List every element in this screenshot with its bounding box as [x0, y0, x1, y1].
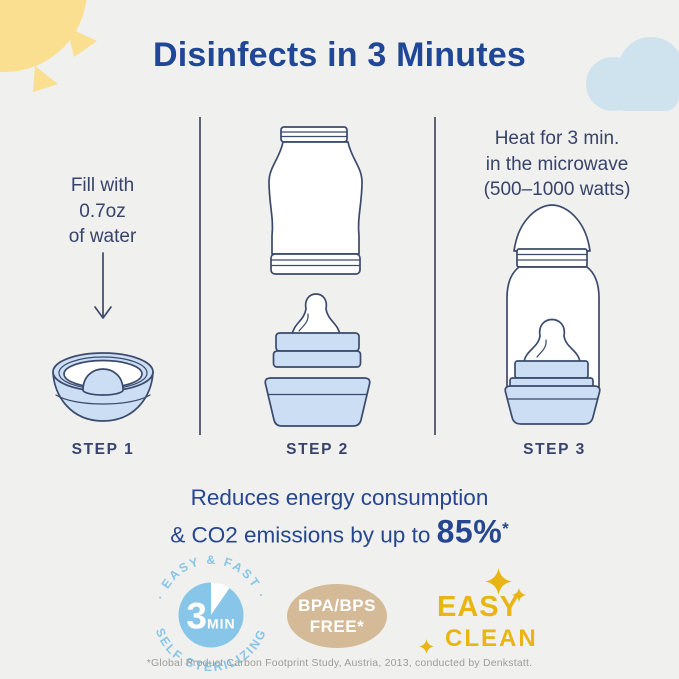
- bpa-free-badge: BPA/BPS FREE*: [287, 584, 387, 648]
- instruction-line: in the microwave: [485, 153, 629, 175]
- easy-clean-badge: EASY CLEAN: [415, 565, 540, 663]
- nipple-illustration: [272, 293, 362, 368]
- base-illustration: [264, 377, 371, 427]
- column-divider: [434, 117, 436, 435]
- page-title: Disinfects in 3 Minutes: [152, 36, 526, 74]
- sparkle-icon: [485, 568, 512, 595]
- benefit-line1: Reduces energy consumption: [190, 485, 489, 510]
- step1-instruction: Fill with 0.7oz of water: [5, 173, 200, 250]
- step1-label: STEP 1: [71, 441, 135, 458]
- footnote: *Global Product Carbon Footprint Study, …: [146, 657, 533, 669]
- benefit-percentage: 85%: [436, 513, 503, 550]
- badge-clock-wedge: [211, 582, 230, 615]
- benefit-text: Reduces energy consumption & CO2 emissio…: [0, 483, 679, 553]
- sparkle-icon: [419, 639, 434, 654]
- sparkle-icon: [512, 588, 526, 602]
- easy-clean-line2: CLEAN: [445, 625, 538, 652]
- benefit-line2-prefix: & CO2 emissions by up to: [170, 522, 437, 548]
- instruction-line: Fill with: [70, 175, 135, 196]
- step3-instruction: Heat for 3 min. in the microwave (500–10…: [437, 126, 677, 203]
- benefit-line2: & CO2 emissions by up to 85%*: [0, 512, 679, 553]
- instruction-line: (500–1000 watts): [483, 179, 631, 200]
- step3-label: STEP 3: [523, 441, 586, 458]
- instruction-line: 0.7oz: [79, 200, 126, 222]
- instruction-line: of water: [68, 226, 137, 247]
- bottle-body-illustration: [268, 126, 363, 275]
- arrow-down-icon: [94, 252, 112, 319]
- instruction-line: Heat for 3 min.: [494, 128, 620, 149]
- badge-unit: MIN: [207, 616, 236, 632]
- column-divider: [199, 117, 201, 435]
- cloud-icon: [586, 37, 679, 111]
- badge-number: 3: [186, 596, 207, 637]
- step2-label: STEP 2: [286, 441, 349, 458]
- sun-icon: [0, 0, 97, 92]
- bpa-badge-line2: FREE*: [309, 617, 365, 636]
- assembled-bottle-illustration: [504, 204, 601, 425]
- self-sterilizing-badge: · EASY & FAST · SELF STERILIZING 3MIN: [153, 553, 268, 674]
- svg-text:3MIN: 3MIN: [186, 596, 235, 637]
- bowl-illustration: [52, 352, 154, 422]
- easy-clean-line1: EASY: [437, 591, 520, 623]
- bpa-badge-line1: BPA/BPS: [298, 596, 376, 615]
- benefit-asterisk: *: [502, 519, 509, 538]
